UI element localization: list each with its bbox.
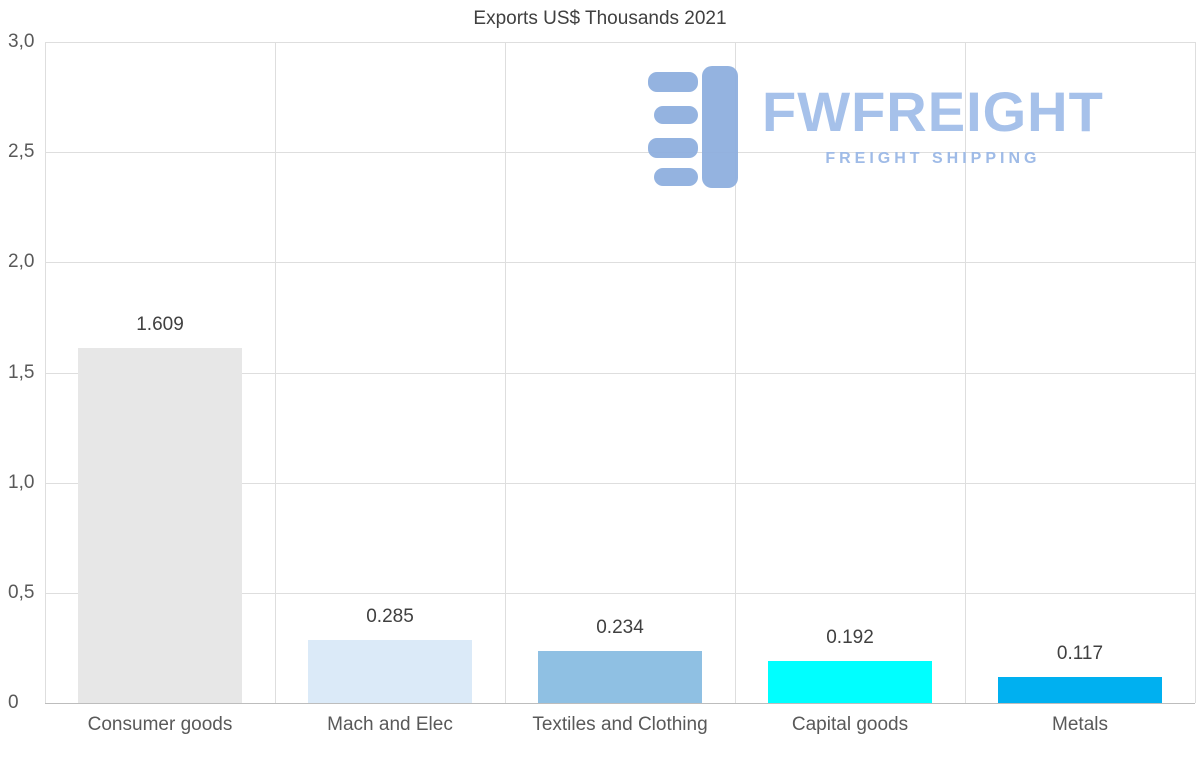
- chart-title: Exports US$ Thousands 2021: [473, 8, 727, 29]
- y-tick-label: 0: [8, 692, 19, 713]
- watermark-logo: FWFREIGHT FREIGHT SHIPPING: [648, 66, 1104, 188]
- gridline-v: [275, 42, 276, 703]
- bar-consumer-goods: [78, 348, 242, 703]
- y-tick-label: 1,0: [8, 471, 35, 493]
- y-tick-label: 3,0: [8, 31, 35, 52]
- gridline-h: [45, 703, 1195, 704]
- logo-text-block: FWFREIGHT FREIGHT SHIPPING: [762, 66, 1104, 168]
- y-tick-label: 2,5: [8, 141, 35, 163]
- gridline-v: [735, 42, 736, 703]
- bar-value-label: 0.117: [1056, 643, 1104, 665]
- bar-metals: [998, 677, 1162, 703]
- gridline-h: [45, 262, 1195, 264]
- bar-mach-and-elec: [308, 640, 472, 703]
- logo-tagline: FREIGHT SHIPPING: [825, 150, 1041, 167]
- gridline-v: [45, 42, 46, 703]
- logo-name: FWFREIGHT: [762, 80, 1104, 143]
- gridline-v: [1195, 42, 1196, 703]
- bar-value-label: 0.285: [366, 606, 414, 628]
- fwfreight-logo-icon: [648, 66, 738, 188]
- x-category-label: Metals: [1052, 714, 1108, 735]
- x-category-label: Consumer goods: [87, 714, 233, 735]
- gridline-h: [45, 372, 1195, 374]
- plot-area: 1.609 0.285 0.234 0.192 0.117: [45, 42, 1196, 704]
- x-category-label: Capital goods: [791, 714, 909, 735]
- gridline-h: [45, 152, 1195, 154]
- bar-value-label: 0.192: [826, 626, 874, 648]
- bar-textiles-and-clothing: [538, 651, 702, 703]
- gridline-h: [45, 42, 1195, 43]
- gridline-v: [965, 42, 966, 703]
- x-category-label: Textiles and Clothing: [532, 714, 708, 735]
- bar-value-label: 1.609: [136, 314, 184, 336]
- y-tick-label: 0,5: [8, 581, 35, 603]
- bar-capital-goods: [768, 660, 932, 703]
- y-tick-label: 1,5: [8, 361, 35, 383]
- x-category-label: Mach and Elec: [327, 714, 453, 735]
- gridline-v: [505, 42, 506, 703]
- gridline-h: [45, 592, 1195, 594]
- bar-value-label: 0.234: [596, 617, 644, 639]
- gridline-h: [45, 482, 1195, 484]
- y-tick-label: 2,0: [8, 251, 35, 273]
